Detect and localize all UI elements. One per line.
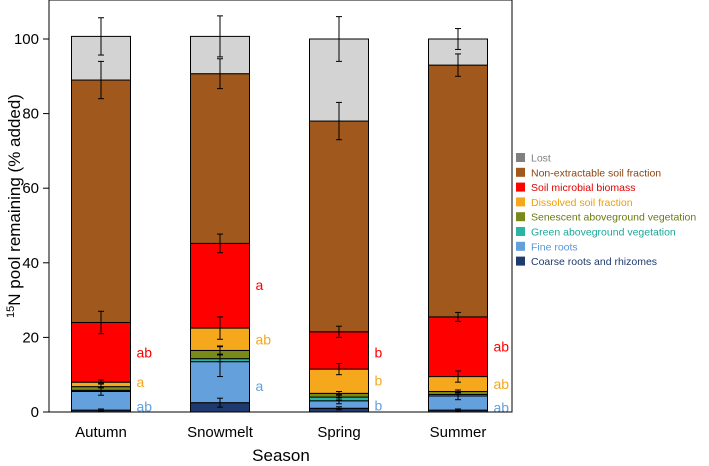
y-tick-label: 60 [22,180,39,197]
error-bar [217,316,223,340]
bar-segment [71,79,131,323]
error-bar [98,408,104,412]
error-bar [455,28,461,50]
legend-label: Soil microbial biomass [531,182,635,194]
y-tick-label: 20 [22,329,39,346]
x-tick-label: Spring [317,424,360,441]
significance-label: b [375,397,383,413]
legend-label: Green aboveground vegetation [531,227,676,239]
legend-swatch [516,227,525,236]
bar-segment [190,242,250,329]
x-tick-label: Autumn [75,424,127,441]
bar-segment [309,120,369,333]
error-bar [336,390,342,396]
bar-segment [428,316,488,378]
significance-label: ab [494,376,510,392]
legend-item: Senescent aboveground vegetation [516,212,696,224]
y-axis-ticks: 0 20 40 60 80 100 [14,31,50,421]
error-bar [217,397,223,408]
error-bar [217,58,223,90]
error-bar [217,233,223,254]
legend-swatch [516,182,525,192]
error-bar [98,310,104,335]
error-bar [455,408,461,412]
significance-label: b [375,372,383,388]
error-bar [98,379,104,384]
y-tick-label: 100 [14,31,39,48]
legend-label: Fine roots [531,241,578,253]
significance-label: a [256,277,264,293]
legend-swatch [516,256,525,266]
legend-label: Senescent aboveground vegetation [531,212,696,224]
legend-item: Fine roots [516,241,578,253]
error-bar [98,17,104,56]
error-bar [455,311,461,322]
error-bar [98,383,104,389]
significance-label: ab [494,339,510,355]
error-bar [336,406,342,411]
legend-item: Coarse roots and rhizomes [516,256,657,268]
legend-item: Non-extractable soil fraction [516,167,661,179]
y-tick-label: 80 [22,106,39,123]
error-bar [455,53,461,77]
legend-item: Dissolved soil fraction [516,197,633,209]
x-tick-label: Summer [430,424,487,441]
legend-swatch [516,241,525,251]
legend-item: Soil microbial biomass [516,182,635,194]
error-bar [455,370,461,383]
legend-item: Green aboveground vegetation [516,227,676,239]
legend-label: Lost [531,153,551,165]
legend-swatch [516,153,525,162]
significance-label: ab [137,398,153,414]
legend-item: Lost [516,153,551,165]
y-axis-title-main: N pool remaining (% added) [5,94,24,306]
legend-label: Coarse roots and rhizomes [531,256,657,268]
y-tick-label: 40 [22,255,39,272]
error-bar [336,16,342,62]
legend-label: Non-extractable soil fraction [531,167,661,179]
y-axis-title-superscript: 15 [5,306,17,318]
x-tick-label: Snowmelt [187,424,254,441]
significance-label: a [137,374,145,390]
bar-segment [190,73,250,244]
bars-layer [71,35,488,413]
significance-label: b [375,344,383,360]
significance-label: ab [137,344,153,360]
error-bar [336,325,342,338]
error-bar [217,345,223,356]
legend-swatch [516,212,525,222]
error-bar [336,363,342,376]
legend-swatch [516,197,525,207]
y-axis-title: 15N pool remaining (% added) [5,94,24,318]
x-axis-ticks: Autumn Snowmelt Spring Summer [75,424,486,441]
y-tick-label: 0 [31,404,39,421]
bar-segment [428,64,488,318]
significance-label: ab [256,331,272,347]
legend: Lost Non-extractable soil fraction Soil mi… [516,153,696,268]
legend-swatch [516,167,525,177]
significance-label: a [256,378,264,394]
significance-label: ab [494,400,510,416]
legend-label: Dissolved soil fraction [531,197,633,209]
error-bar [336,101,342,141]
x-axis-title: Season [252,446,310,465]
error-bar [217,15,223,58]
error-bar [455,389,461,394]
bar-segment [309,331,369,370]
error-bar [98,60,104,100]
error-bars-layer [98,15,461,412]
